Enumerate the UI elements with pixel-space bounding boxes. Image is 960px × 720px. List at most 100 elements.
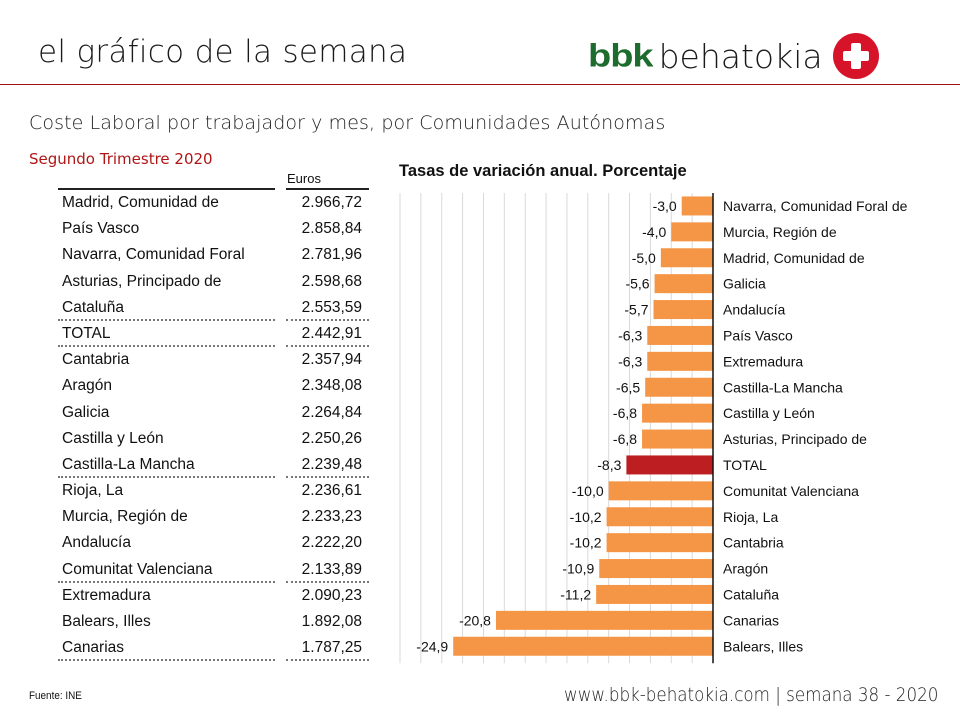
table-row: Rioja, La 2.236,61 (58, 478, 370, 504)
cost-value: 2.090,23 (301, 586, 362, 604)
cost-value: 1.892,08 (301, 613, 362, 630)
cost-value: 2.598,68 (301, 272, 362, 290)
bar-value-label: -24,9 (416, 638, 448, 654)
bar (596, 584, 713, 604)
region-name: Rioja, La (62, 482, 124, 500)
bar-value-label: -10,2 (570, 509, 602, 525)
table-row: Extremadura 2.090,23 (58, 583, 370, 609)
bar (645, 377, 713, 397)
region-name: Asturias, Principado de (62, 272, 222, 290)
bar-value-label: -6,3 (618, 353, 642, 369)
bar-value-label: -20,8 (459, 612, 491, 628)
region-name: País Vasco (62, 220, 140, 238)
bar (642, 403, 713, 423)
bar-value-label: -4,0 (642, 224, 666, 240)
category-label: Comunitat Valenciana (723, 483, 859, 499)
category-label: Murcia, Región de (723, 224, 837, 240)
cost-value: 2.553,59 (301, 298, 362, 316)
variation-bar-chart: -3,0 Navarra, Comunidad Foral de -4,0 Murci… (399, 193, 908, 664)
category-label: Rioja, La (723, 509, 778, 525)
category-label: Aragón (723, 561, 768, 577)
table-row: Castilla y León 2.250,26 (58, 426, 370, 452)
bar-value-label: -6,8 (613, 431, 637, 447)
region-name: TOTAL (62, 324, 111, 342)
table-row: Andalucía 2.222,20 (58, 530, 370, 556)
bar-value-label: -3,0 (653, 198, 677, 214)
bar-value-label: -5,7 (624, 302, 648, 318)
bar (626, 455, 713, 475)
cost-value: 2.233,23 (301, 508, 362, 526)
bar (606, 533, 713, 553)
region-name: Murcia, Región de (62, 508, 188, 526)
chart-title: Tasas de variación anual. Porcentaje (399, 162, 687, 180)
logo-behatokia-text: behatokia (658, 36, 823, 76)
table-row: Madrid, Comunidad de 2.966,72 (58, 190, 370, 216)
cost-value: 2.222,20 (301, 534, 362, 552)
table-row: Canarias 1.787,25 (58, 635, 370, 662)
table-row: Asturias, Principado de 2.598,68 (58, 269, 370, 295)
region-name: Cantabria (62, 351, 130, 369)
bar (647, 325, 713, 345)
chart-subtitle: Coste Laboral por trabajador y mes, por … (29, 112, 666, 134)
bar-value-label: -10,0 (572, 483, 604, 499)
region-name: Aragón (62, 377, 112, 395)
bar (642, 429, 713, 449)
bar-value-label: -10,2 (570, 535, 602, 551)
bar-value-label: -8,3 (597, 457, 621, 473)
region-name: Extremadura (62, 586, 151, 604)
bar-value-label: -5,6 (625, 276, 649, 292)
bar-value-label: -11,2 (560, 586, 591, 602)
bar (653, 300, 713, 320)
cost-value: 2.781,96 (301, 246, 362, 264)
table-body: Madrid, Comunidad de 2.966,72 País Vasco 2.… (58, 190, 370, 662)
bar (606, 507, 713, 527)
cost-value: 2.264,84 (301, 403, 362, 421)
bar-value-label: -10,9 (562, 561, 594, 577)
category-label: TOTAL (723, 457, 767, 473)
bar (453, 636, 713, 656)
table-row: Cantabria 2.357,94 (58, 347, 370, 373)
cost-value: 1.787,25 (301, 639, 362, 657)
table-row: Galicia 2.264,84 (58, 400, 370, 426)
bar (660, 248, 713, 268)
category-label: Canarias (723, 612, 779, 628)
region-name: Castilla-La Mancha (62, 455, 195, 473)
category-label: Galicia (723, 276, 766, 292)
region-name: Comunitat Valenciana (62, 560, 213, 578)
bar-value-label: -6,5 (616, 379, 640, 395)
table-row: TOTAL 2.442,91 (58, 321, 370, 348)
table-row: Aragón 2.348,08 (58, 373, 370, 399)
region-name: Balears, Illes (62, 613, 151, 630)
page-title: el gráfico de la semana (38, 34, 408, 70)
bar (671, 222, 713, 242)
cost-value: 2.357,94 (301, 351, 362, 369)
cost-value: 2.133,89 (301, 560, 362, 578)
table-row: Murcia, Región de 2.233,23 (58, 504, 370, 530)
period-label: Segundo Trimestre 2020 (29, 150, 213, 168)
region-name: Andalucía (62, 534, 131, 552)
category-label: Asturias, Principado de (723, 431, 867, 447)
bar-value-label: -6,3 (618, 327, 642, 343)
cost-value: 2.858,84 (301, 220, 362, 238)
bar (647, 351, 713, 371)
bar (654, 274, 713, 294)
table-row: Balears, Illes 1.892,08 (58, 609, 370, 635)
bar (681, 196, 713, 216)
table-column-header: Euros (287, 171, 321, 186)
cost-value: 2.966,72 (301, 194, 362, 211)
category-label: Balears, Illes (723, 638, 803, 654)
bar (608, 481, 713, 501)
cost-value: 2.236,61 (301, 482, 362, 500)
category-label: Navarra, Comunidad Foral de (723, 198, 908, 214)
table-row: País Vasco 2.858,84 (58, 216, 370, 242)
cost-value: 2.348,08 (301, 377, 362, 395)
region-name: Castilla y León (62, 429, 164, 447)
table-row: Castilla-La Mancha 2.239,48 (58, 452, 370, 479)
bar-value-label: -5,0 (632, 250, 656, 266)
table-row: Navarra, Comunidad Foral 2.781,96 (58, 242, 370, 268)
category-label: Castilla y León (723, 405, 815, 421)
category-label: Cataluña (723, 586, 779, 602)
bar-value-label: -6,8 (613, 405, 637, 421)
table-header-rule (286, 188, 369, 190)
category-label: País Vasco (723, 327, 793, 343)
